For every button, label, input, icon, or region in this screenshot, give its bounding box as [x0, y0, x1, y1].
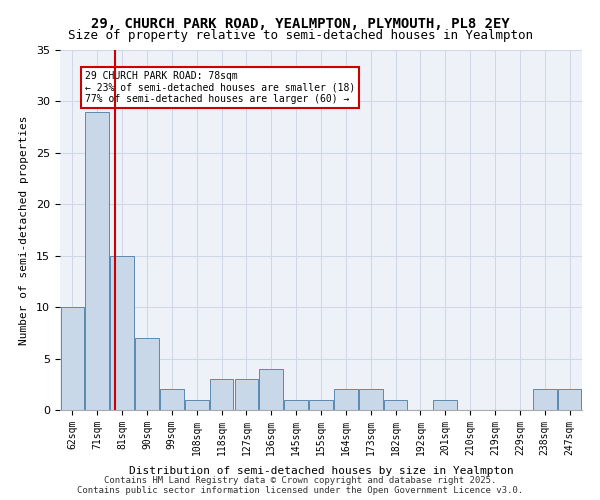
Bar [185, 400, 209, 410]
Text: Contains HM Land Registry data © Crown copyright and database right 2025.
Contai: Contains HM Land Registry data © Crown c… [77, 476, 523, 495]
Bar [259, 369, 283, 410]
Bar [309, 400, 333, 410]
Bar [85, 112, 109, 410]
Bar [334, 390, 358, 410]
Text: Size of property relative to semi-detached houses in Yealmpton: Size of property relative to semi-detach… [67, 29, 533, 42]
Bar [558, 390, 581, 410]
Bar [533, 390, 557, 410]
Bar [384, 400, 407, 410]
Y-axis label: Number of semi-detached properties: Number of semi-detached properties [19, 116, 29, 345]
Bar [160, 390, 184, 410]
Bar [210, 379, 233, 410]
Text: 29, CHURCH PARK ROAD, YEALMPTON, PLYMOUTH, PL8 2EY: 29, CHURCH PARK ROAD, YEALMPTON, PLYMOUT… [91, 18, 509, 32]
Bar [61, 307, 84, 410]
Bar [135, 338, 159, 410]
Bar [235, 379, 258, 410]
Text: 29 CHURCH PARK ROAD: 78sqm
← 23% of semi-detached houses are smaller (18)
77% of: 29 CHURCH PARK ROAD: 78sqm ← 23% of semi… [85, 70, 355, 104]
X-axis label: Distribution of semi-detached houses by size in Yealmpton: Distribution of semi-detached houses by … [128, 466, 514, 476]
Bar [110, 256, 134, 410]
Bar [433, 400, 457, 410]
Bar [359, 390, 383, 410]
Bar [284, 400, 308, 410]
